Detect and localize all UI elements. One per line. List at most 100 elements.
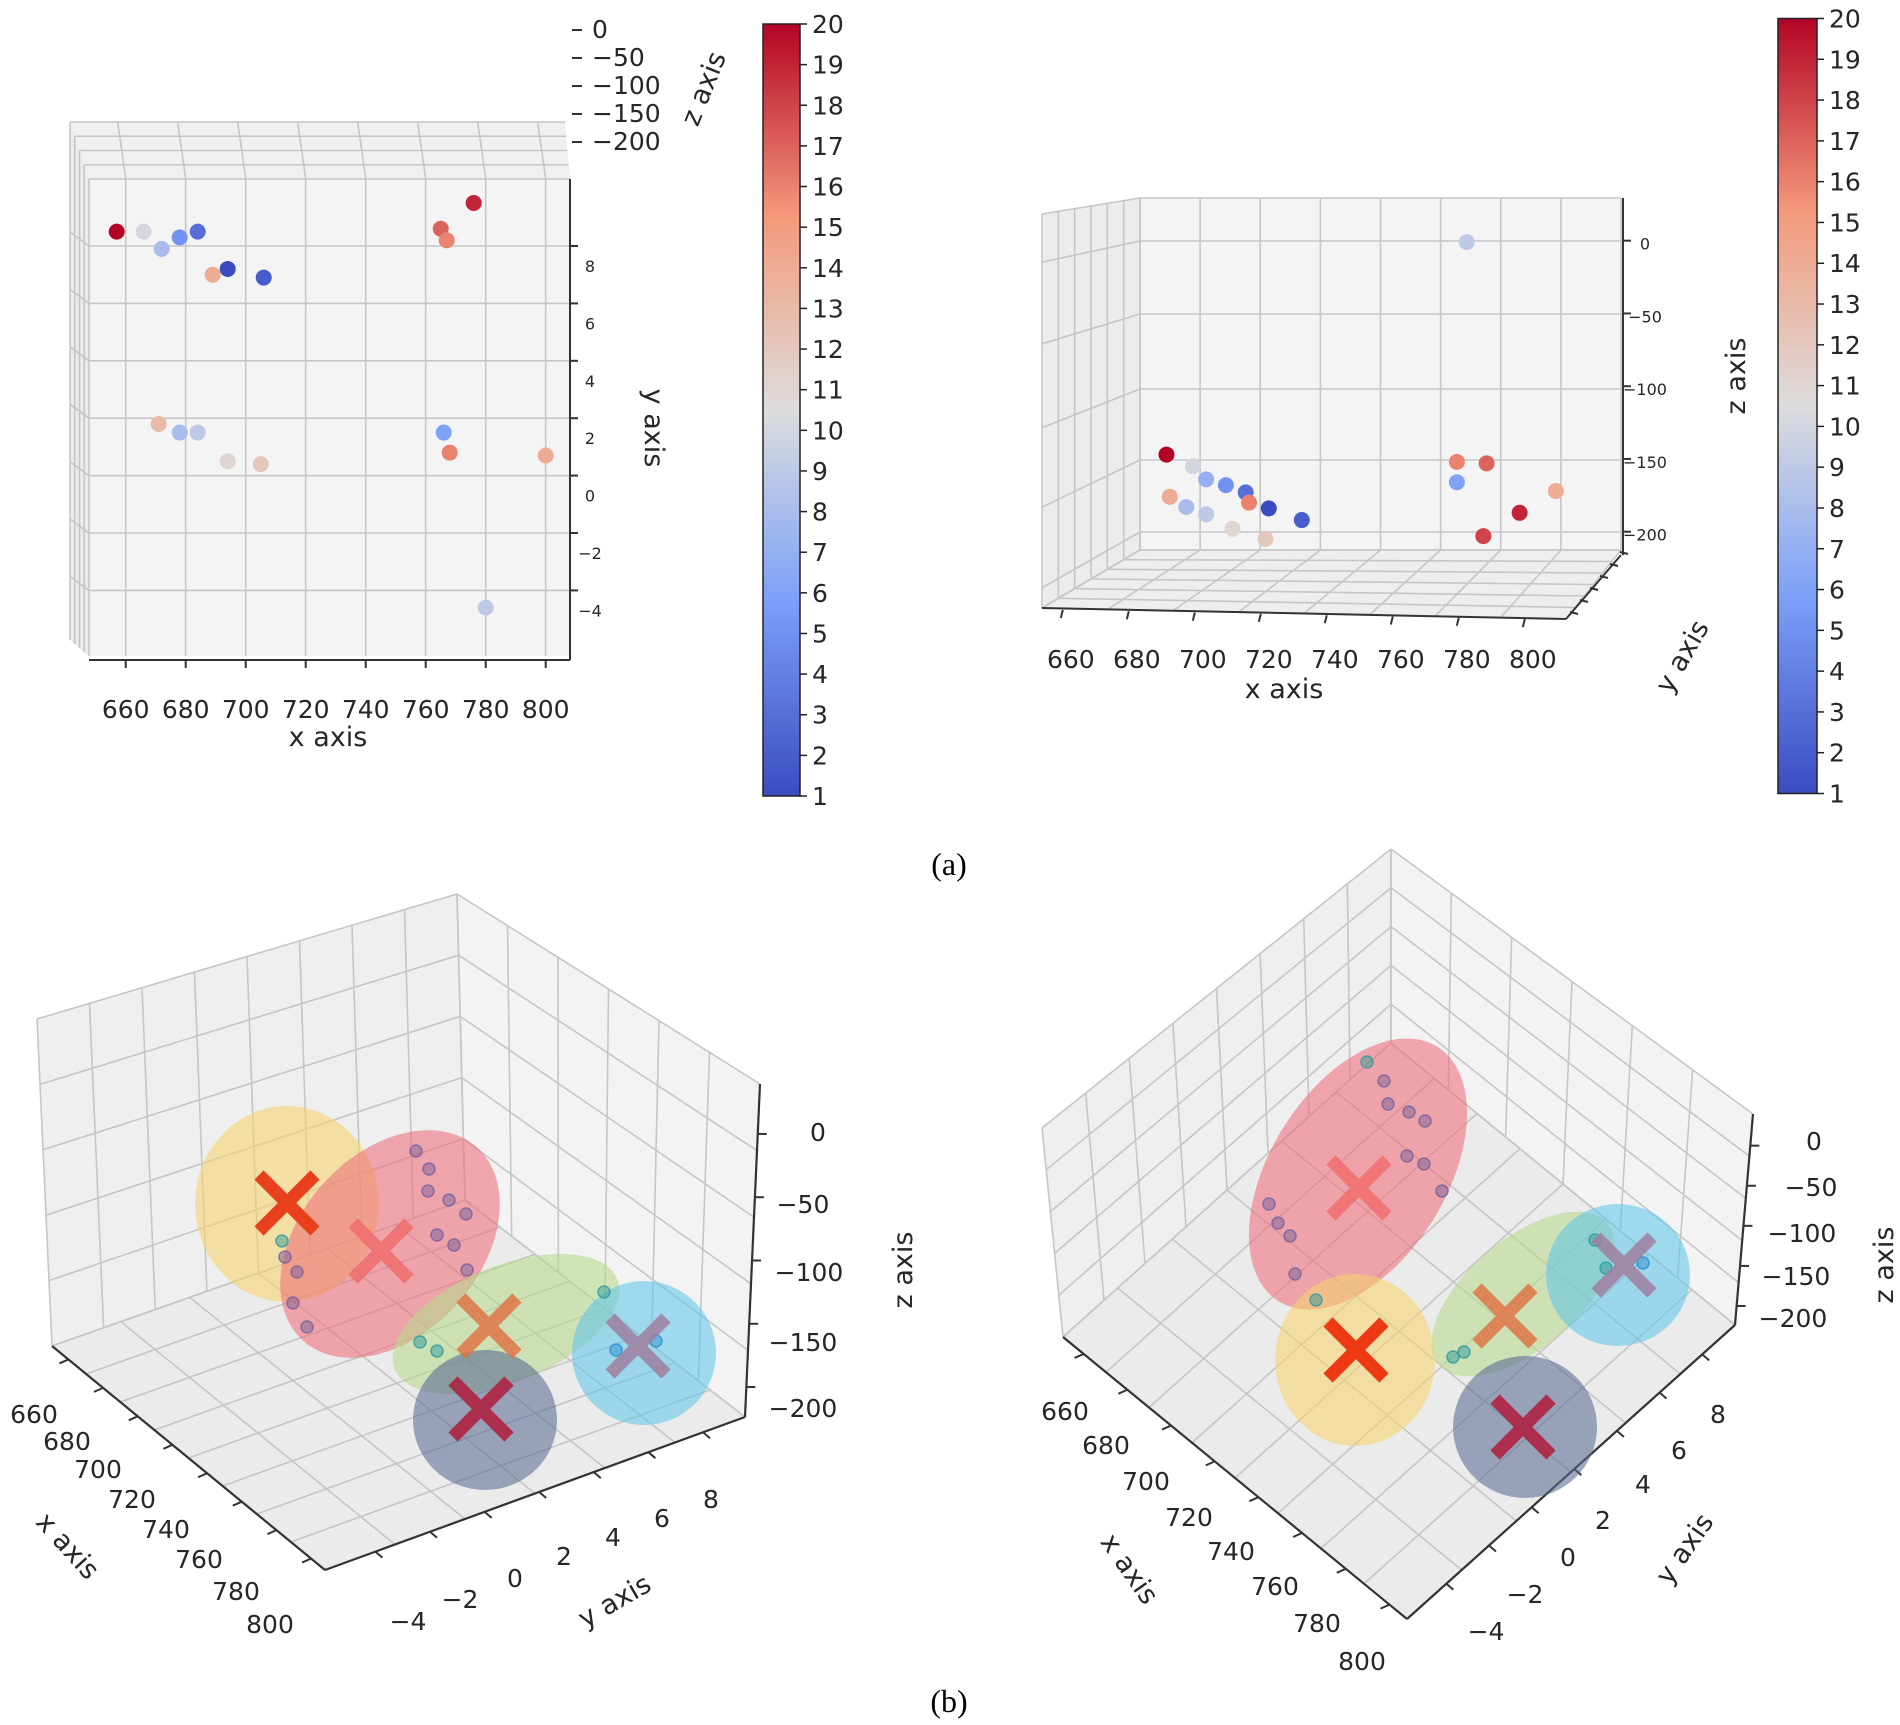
data-point xyxy=(189,223,206,240)
x-tick xyxy=(1380,1603,1390,1610)
z-tick-label: 0 xyxy=(1806,1127,1822,1156)
y-tick xyxy=(593,1471,602,1479)
grid-line xyxy=(1215,988,1228,1191)
colorbar-tick-label: 6 xyxy=(1829,576,1845,605)
grid-line xyxy=(1390,964,1743,1242)
x-tick xyxy=(232,1500,243,1507)
x-tick-label: 680 xyxy=(1082,1431,1130,1460)
cluster-center-marker xyxy=(456,1293,522,1359)
data-point xyxy=(1178,498,1195,515)
x-tick-label: 780 xyxy=(1293,1609,1341,1638)
panel-a-right: 660 680 700 720 740 760 780 8000−50−100−150−200… xyxy=(1041,5,1861,809)
data-point xyxy=(1360,1055,1374,1069)
grid-line xyxy=(88,1003,105,1328)
colorbar-tick-label: 7 xyxy=(1829,535,1845,564)
cross-stroke xyxy=(348,1218,414,1284)
x-tick xyxy=(301,1557,312,1564)
y-tick xyxy=(483,1511,493,1519)
y-tick-label: −2 xyxy=(1507,1580,1544,1609)
colorbar-tick-label: 9 xyxy=(812,457,828,486)
colorbar-tick-label: 4 xyxy=(1829,657,1845,686)
data-point xyxy=(1511,504,1528,521)
grid-line xyxy=(456,893,761,1085)
colorbar-tick-label: 20 xyxy=(812,10,844,39)
y-tick xyxy=(1569,611,1579,615)
z-tick-label: 0 xyxy=(810,1118,826,1147)
y-tick xyxy=(538,1491,547,1499)
z-tick-label: −50 xyxy=(1628,307,1662,326)
z-axis-line xyxy=(1733,1113,1755,1326)
data-point xyxy=(108,223,125,240)
colorbar-tick-label: 10 xyxy=(812,416,844,445)
data-point xyxy=(1547,482,1564,499)
z-axis-line xyxy=(743,1083,762,1418)
data-point xyxy=(1161,488,1178,505)
data-point xyxy=(1457,1345,1471,1359)
grid-line xyxy=(69,288,90,305)
grid-line xyxy=(1041,1127,1064,1338)
x-tick-label: 780 xyxy=(212,1577,260,1606)
z-tick-label: −150 xyxy=(769,1328,838,1357)
cluster-center-marker xyxy=(1591,1232,1657,1298)
colorbar-tick-label: 14 xyxy=(1829,249,1861,278)
z-tick-label: 0 xyxy=(1640,235,1650,254)
data-point xyxy=(1458,234,1475,251)
grid-line xyxy=(1562,981,1573,1185)
data-point xyxy=(1478,455,1495,472)
data-point xyxy=(430,1344,444,1358)
colorbar-tick-label: 5 xyxy=(812,619,828,648)
x-tick xyxy=(266,1529,277,1536)
grid-line xyxy=(1172,1023,1187,1227)
x-tick-label: 720 xyxy=(1165,1503,1213,1532)
grid-line xyxy=(36,1018,53,1347)
x-tick xyxy=(1074,1353,1085,1359)
cross-stroke xyxy=(1323,1317,1389,1383)
colorbar-tick-label: 8 xyxy=(1829,494,1845,523)
y-tick xyxy=(1579,599,1589,603)
data-point xyxy=(1288,1267,1302,1281)
z-axis-label: z axis xyxy=(888,1232,919,1309)
colorbar-tick-label: 4 xyxy=(812,660,828,689)
grid-line xyxy=(1058,1003,1392,1296)
grid-line xyxy=(458,954,758,1152)
grid-line xyxy=(1058,597,1576,609)
x-tick-label: 680 xyxy=(162,695,210,724)
cluster-center-marker xyxy=(1326,1155,1392,1221)
z-tick-label: −100 xyxy=(1623,380,1667,399)
x-tick-label: 680 xyxy=(43,1427,91,1456)
data-point xyxy=(1224,520,1241,537)
grid-line xyxy=(1259,953,1269,1154)
cross-stroke xyxy=(1326,1155,1392,1221)
x-tick-label: 740 xyxy=(1207,1537,1255,1566)
data-point xyxy=(1435,1184,1449,1198)
x-tick xyxy=(58,1358,69,1365)
y-tick xyxy=(1701,1353,1710,1362)
cross-stroke xyxy=(1472,1283,1538,1349)
x-tick xyxy=(1292,1532,1303,1538)
cross-stroke xyxy=(448,1376,514,1442)
grid-line xyxy=(1117,1287,1463,1571)
colorbar-tick-label: 2 xyxy=(812,741,828,770)
x-tick-label: 800 xyxy=(1338,1647,1386,1676)
data-point xyxy=(189,424,206,441)
grid-line xyxy=(1504,937,1513,1138)
data-point xyxy=(1418,1114,1432,1128)
x-tick xyxy=(1191,612,1196,621)
data-point xyxy=(1184,458,1201,475)
y-tick xyxy=(702,1431,711,1440)
y-tick xyxy=(374,1550,384,1559)
y-tick-label: 4 xyxy=(585,372,595,391)
y-tick xyxy=(429,1530,438,1539)
x-tick-label: 800 xyxy=(1509,645,1557,674)
colorbar-tick-label: 18 xyxy=(1829,86,1861,115)
y-tick xyxy=(1619,551,1629,555)
y-tick-label: 4 xyxy=(605,1523,621,1552)
grid-line xyxy=(416,121,427,180)
grid-line xyxy=(116,121,127,180)
z-tick-label: −150 xyxy=(1762,1262,1831,1291)
data-point xyxy=(1158,446,1175,463)
data-point xyxy=(1257,530,1274,547)
data-point xyxy=(1293,512,1310,529)
grid-line xyxy=(461,1076,752,1285)
x-tick-label: 700 xyxy=(222,695,270,724)
